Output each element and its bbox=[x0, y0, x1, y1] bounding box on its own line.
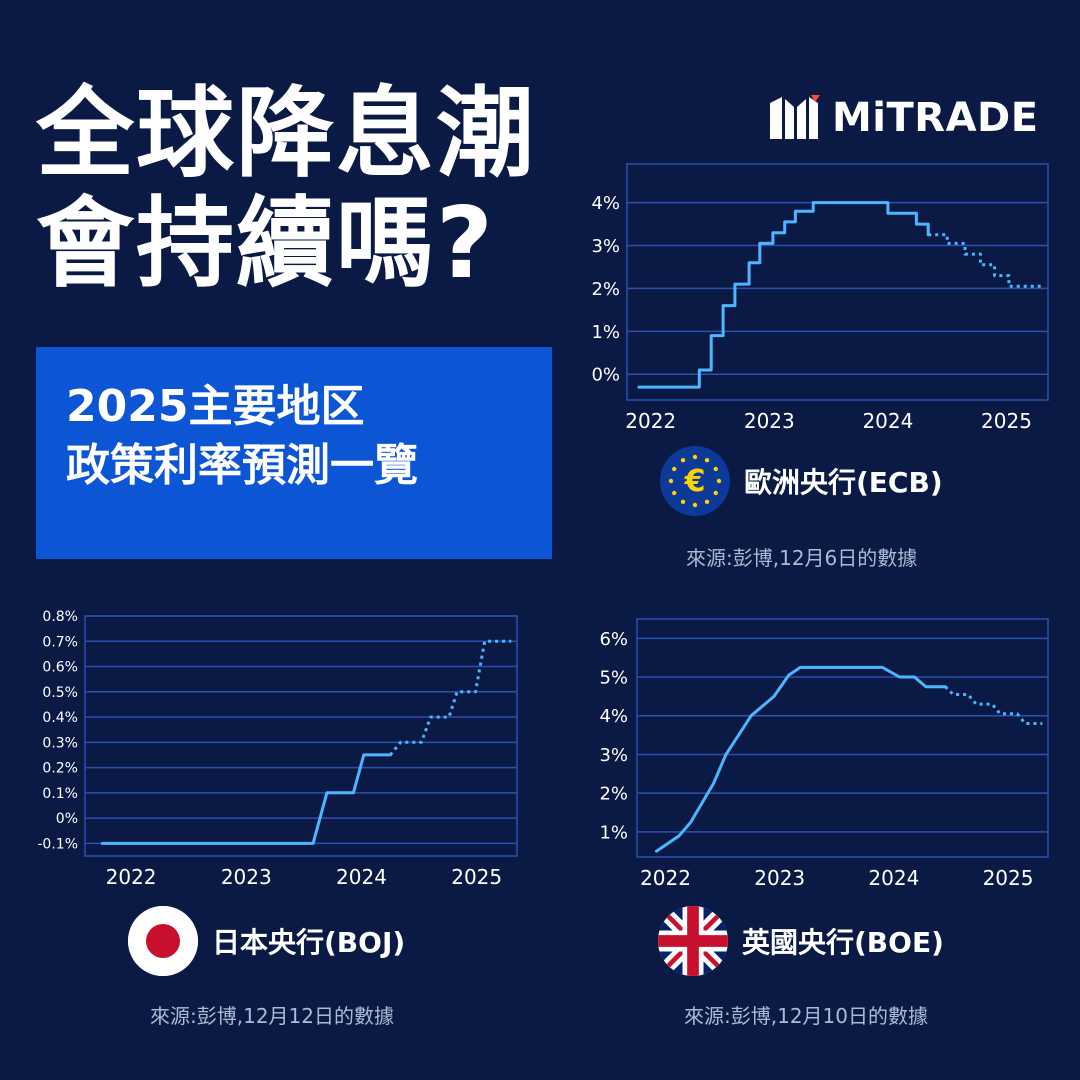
page-title: 全球降息潮 會持續嗎? bbox=[36, 77, 537, 301]
title-line-2: 會持續嗎? bbox=[36, 186, 495, 301]
boe-x-tick-label: 2022 bbox=[640, 866, 691, 890]
boj-bank-name: 日本央行(BOJ) bbox=[212, 926, 406, 959]
boj-y-tick-label: 0.1% bbox=[42, 786, 78, 802]
ecb-y-tick-label: 3% bbox=[591, 236, 620, 257]
boe-actual-rate-line bbox=[654, 665, 947, 853]
boe-x-tick-label: 2025 bbox=[983, 866, 1034, 890]
ecb-y-tick-label: 2% bbox=[591, 279, 620, 300]
boe-bank-name: 英國央行(BOE) bbox=[742, 926, 944, 959]
ecb-bank-label: € 歐洲央行(ECB) bbox=[660, 446, 943, 516]
ecb-x-tick-label: 2024 bbox=[862, 409, 913, 433]
japan-flag-icon bbox=[128, 906, 198, 976]
boj-actual-rate-line bbox=[100, 753, 392, 845]
uk-flag-icon bbox=[658, 906, 728, 976]
boj-y-tick-label: 0.2% bbox=[42, 761, 78, 777]
brand-logo: MiTRADE bbox=[768, 93, 1039, 143]
eu-flag-icon: € bbox=[660, 446, 730, 516]
ecb-x-tick-label: 2025 bbox=[981, 409, 1032, 433]
boe-y-tick-label: 3% bbox=[599, 745, 628, 766]
boe-forecast-rate-line bbox=[944, 685, 1043, 725]
ecb-x-tick-label: 2022 bbox=[625, 409, 676, 433]
ecb-actual-rate-line bbox=[637, 201, 930, 389]
ecb-bank-name: 歐洲央行(ECB) bbox=[744, 466, 943, 499]
boj-y-tick-label: 0.4% bbox=[42, 710, 78, 726]
boj-forecast-rate-line bbox=[389, 639, 512, 756]
boe-source-note: 來源:彭博,12月10日的數據 bbox=[684, 1004, 928, 1028]
boe-chart-svg: 1% 2% 3% 4% 5% 6% 2022 2023 2024 2025 bbox=[599, 618, 1049, 890]
ecb-chart-svg: 0% 1% 2% 3% 4% 2022 2023 2024 2025 bbox=[591, 163, 1049, 433]
boj-x-tick-label: 2023 bbox=[221, 865, 272, 889]
ecb-rate-chart: 0% 1% 2% 3% 4% 2022 2023 2024 2025 bbox=[580, 160, 1055, 435]
boe-plot-frame bbox=[636, 618, 1049, 858]
boe-y-tick-label: 4% bbox=[599, 706, 628, 727]
ecb-y-tick-label: 4% bbox=[591, 193, 620, 214]
ecb-x-tick-label: 2023 bbox=[744, 409, 795, 433]
subtitle-line-2: 政策利率預測一覽 bbox=[66, 440, 418, 492]
title-line-1: 全球降息潮 bbox=[36, 77, 537, 191]
boj-y-tick-label: 0% bbox=[56, 811, 78, 827]
boj-x-tick-label: 2025 bbox=[451, 865, 502, 889]
boj-x-tick-label: 2022 bbox=[106, 865, 157, 889]
ecb-y-tick-label: 0% bbox=[591, 365, 620, 386]
svg-text:€: € bbox=[684, 464, 706, 499]
boj-source-note: 來源:彭博,12月12日的數據 bbox=[150, 1004, 394, 1028]
boe-x-tick-label: 2024 bbox=[868, 866, 919, 890]
ecb-y-tick-label: 1% bbox=[591, 322, 620, 343]
boe-y-tick-label: 6% bbox=[599, 629, 628, 650]
boj-y-tick-label: 0.7% bbox=[42, 634, 78, 650]
ecb-plot-frame bbox=[626, 163, 1049, 401]
boj-y-tick-label: 0.6% bbox=[42, 660, 78, 676]
brand-wordmark: MiTRADE bbox=[832, 95, 1039, 141]
boe-bank-label: 英國央行(BOE) bbox=[658, 906, 944, 976]
boe-y-tick-label: 5% bbox=[599, 668, 628, 689]
boe-rate-chart: 1% 2% 3% 4% 5% 6% 2022 2023 2024 2025 bbox=[580, 615, 1055, 890]
boj-x-tick-label: 2024 bbox=[336, 865, 387, 889]
mitrade-logo-icon bbox=[770, 95, 820, 139]
boj-y-tick-label: 0.8% bbox=[42, 609, 78, 625]
boj-y-tick-label: -0.1% bbox=[37, 836, 78, 852]
subtitle-box: 2025主要地区 政策利率預測一覽 bbox=[36, 347, 552, 559]
boj-bank-label: 日本央行(BOJ) bbox=[128, 906, 405, 976]
boj-rate-chart: -0.1% 0% 0.1% 0.2% 0.3% 0.4% 0.5% 0.6% 0.7% 0.8% 2… bbox=[30, 609, 530, 890]
boj-chart-svg: -0.1% 0% 0.1% 0.2% 0.3% 0.4% 0.5% 0.6% 0.7% 0.8% 2… bbox=[37, 609, 518, 889]
ecb-forecast-rate-line bbox=[928, 233, 1043, 288]
boj-y-tick-label: 0.3% bbox=[42, 735, 78, 751]
boj-y-tick-label: 0.5% bbox=[42, 685, 78, 701]
subtitle-line-1: 2025主要地区 bbox=[66, 381, 365, 432]
boe-y-tick-label: 1% bbox=[599, 822, 628, 843]
boe-y-tick-label: 2% bbox=[599, 784, 628, 805]
ecb-source-note: 來源:彭博,12月6日的數據 bbox=[686, 546, 918, 570]
boe-x-tick-label: 2023 bbox=[754, 866, 805, 890]
boj-plot-frame bbox=[84, 615, 518, 857]
